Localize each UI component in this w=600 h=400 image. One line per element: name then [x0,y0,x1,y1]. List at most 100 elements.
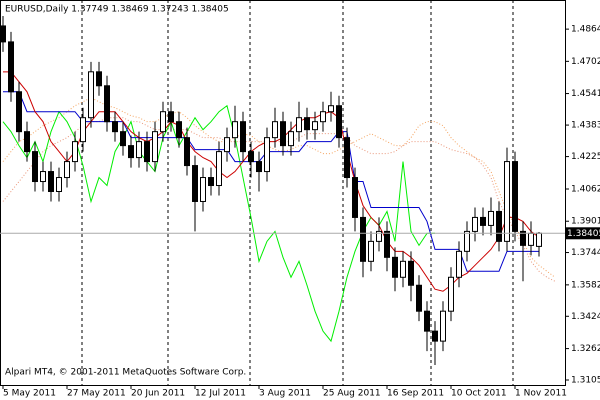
candle-body [496,210,502,242]
y-tick-label: 1.48640 [571,25,600,35]
x-tick-label: 20 Jun 2011 [131,389,185,399]
x-tick-label: 25 Aug 2011 [323,389,381,399]
candle-body [384,230,390,258]
candle-body [368,240,374,262]
candle-body [336,105,342,139]
last-price-box [565,227,600,240]
y-tick-label: 1.32625 [571,344,600,354]
candle-body [264,137,270,173]
candle-body [440,310,446,342]
y-tick-label: 1.35820 [571,280,600,290]
candle-body [32,151,38,183]
candle-body [240,121,246,153]
candle-body [224,137,230,153]
x-tick-label: 27 May 2011 [67,389,126,399]
x-tick-label: 10 Oct 2011 [451,389,507,399]
candle-body [48,171,54,193]
candle-body [312,121,318,131]
candle-body [184,137,190,167]
candle-body [80,117,86,143]
candle-body [8,41,14,93]
candle-body [96,71,102,87]
candle-body [128,145,134,159]
candle-body [520,230,526,246]
y-tick-label: 1.47025 [571,57,600,67]
candle-body [56,177,62,193]
candle-body [72,141,78,163]
candle-body [416,284,422,312]
plot-frame [0,0,566,386]
indicator-line [2,97,556,278]
candle-body [376,230,382,242]
candle-body [272,121,278,139]
indicator-line [3,91,539,272]
candle-body [320,111,326,123]
x-tick-label: 5 May 2011 [3,389,56,399]
candle-body [296,117,302,133]
candle-body [168,111,174,123]
x-tick-label: 12 Jul 2011 [195,389,246,399]
candle-body [16,91,22,133]
candle-body [400,260,406,278]
y-tick-label: 1.34245 [571,312,600,322]
candle-body [512,161,518,232]
candle-body [288,131,294,147]
candle-body [64,161,70,179]
candle-body [448,276,454,312]
candle-body [256,161,262,173]
candle-body [176,121,182,139]
candle-body [480,216,486,226]
candle-body [160,111,166,133]
candle-body [344,137,350,179]
y-tick-label: 1.42250 [571,152,600,162]
candle-body [136,141,142,159]
watermark: Alpari MT4, © 2001-2011 MetaQuotes Softw… [5,368,246,378]
y-tick-label: 1.40625 [571,185,600,195]
candle-body [504,161,510,242]
y-tick-label: 1.37440 [571,248,600,258]
y-tick-label: 1.45410 [571,89,600,99]
candle-body [104,85,110,123]
candle-body [248,151,254,163]
candle-body [424,310,430,332]
indicator-line [2,117,556,282]
candle-body [304,117,310,131]
candle-body [144,141,150,163]
candle-body [280,121,286,147]
candle-body [536,232,542,247]
candle-body [24,131,30,153]
candle-body [120,131,126,147]
candle-body [232,121,238,139]
candle-body [328,105,334,113]
candle-body [40,171,46,183]
x-tick-label: 3 Aug 2011 [259,389,311,399]
candle-body [360,216,366,262]
candle-body [488,210,494,226]
candle-body [200,177,206,202]
candle-body [464,230,470,252]
candle-body [192,165,198,202]
candle-body [456,250,462,278]
y-tick-label: 1.43830 [571,121,600,131]
last-price-label: 1.38405 [567,229,600,239]
candle-body [152,131,158,163]
chart-title: EURUSD,Daily 1.37749 1.38469 1.37243 1.3… [5,5,229,15]
candle-body [88,71,94,119]
candle-body [528,232,534,246]
x-tick-label: 1 Nov 2011 [515,389,567,399]
candle-body [392,256,398,278]
candle-body [472,216,478,232]
y-tick-label: 1.39010 [571,217,600,227]
candle-body [408,260,414,286]
candle-body [0,25,6,43]
x-tick-label: 16 Sep 2011 [387,389,444,399]
candle-body [208,177,214,187]
candle-body [112,121,118,133]
y-tick-label: 1.31050 [571,376,600,386]
candle-body [432,330,438,342]
candle-body [216,151,222,187]
candle-body [352,177,358,218]
